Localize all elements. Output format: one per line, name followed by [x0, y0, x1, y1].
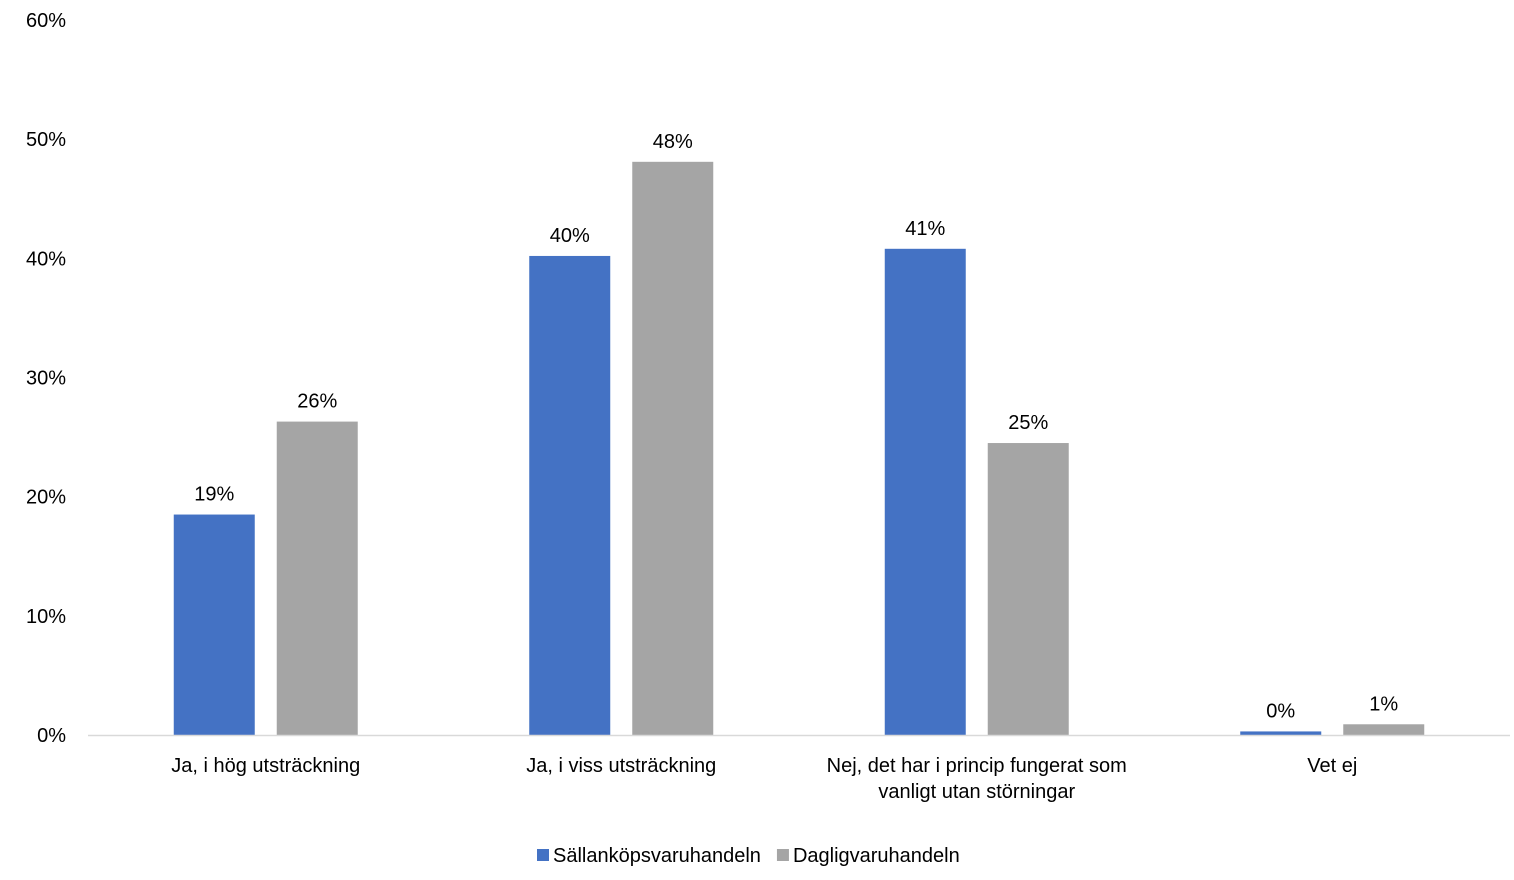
x-tick-label: Vet ej	[1307, 755, 1357, 777]
bar	[1240, 731, 1322, 735]
y-tick-label: 30%	[26, 368, 66, 390]
bar	[884, 248, 966, 736]
x-tick-label: Ja, i hög utsträckning	[171, 755, 360, 777]
bar	[276, 421, 358, 735]
data-label: 26%	[297, 391, 337, 413]
y-tick-label: 0%	[37, 725, 66, 747]
bar	[529, 255, 611, 735]
x-tick-label: vanligt utan störningar	[878, 781, 1075, 803]
y-tick-label: 60%	[26, 10, 66, 32]
data-label: 25%	[1008, 412, 1048, 434]
data-label: 1%	[1369, 693, 1398, 715]
data-label: 0%	[1266, 700, 1295, 722]
data-label: 41%	[905, 218, 945, 240]
bar	[1343, 724, 1425, 735]
x-tick-label: Ja, i viss utsträckning	[526, 755, 716, 777]
bar	[987, 443, 1069, 735]
bar	[173, 514, 255, 735]
legend-swatch	[776, 849, 789, 861]
legend: Sällanköpsvaruhandeln Dagligvaruhandeln	[537, 845, 960, 867]
data-labels: 19% 26% 40% 48% 41% 25% 0% 1%	[194, 131, 1398, 723]
y-tick-label: 40%	[26, 248, 66, 270]
y-tick-label: 10%	[26, 606, 66, 628]
bar	[632, 161, 714, 735]
legend-label: Sällanköpsvaruhandeln	[553, 845, 761, 867]
legend-swatch	[537, 849, 549, 861]
data-label: 48%	[653, 131, 693, 153]
x-tick-label: Nej, det har i princip fungerat som	[827, 755, 1127, 777]
x-axis-category-labels: Ja, i hög utsträckning Ja, i viss utsträc…	[171, 755, 1357, 803]
data-label: 19%	[194, 484, 234, 506]
legend-label: Dagligvaruhandeln	[793, 845, 960, 867]
y-axis-ticks: 0% 10% 20% 30% 40% 50% 60%	[26, 10, 66, 747]
y-tick-label: 50%	[26, 129, 66, 151]
data-label: 40%	[550, 225, 590, 247]
bars	[173, 161, 1425, 736]
y-tick-label: 20%	[26, 487, 66, 509]
